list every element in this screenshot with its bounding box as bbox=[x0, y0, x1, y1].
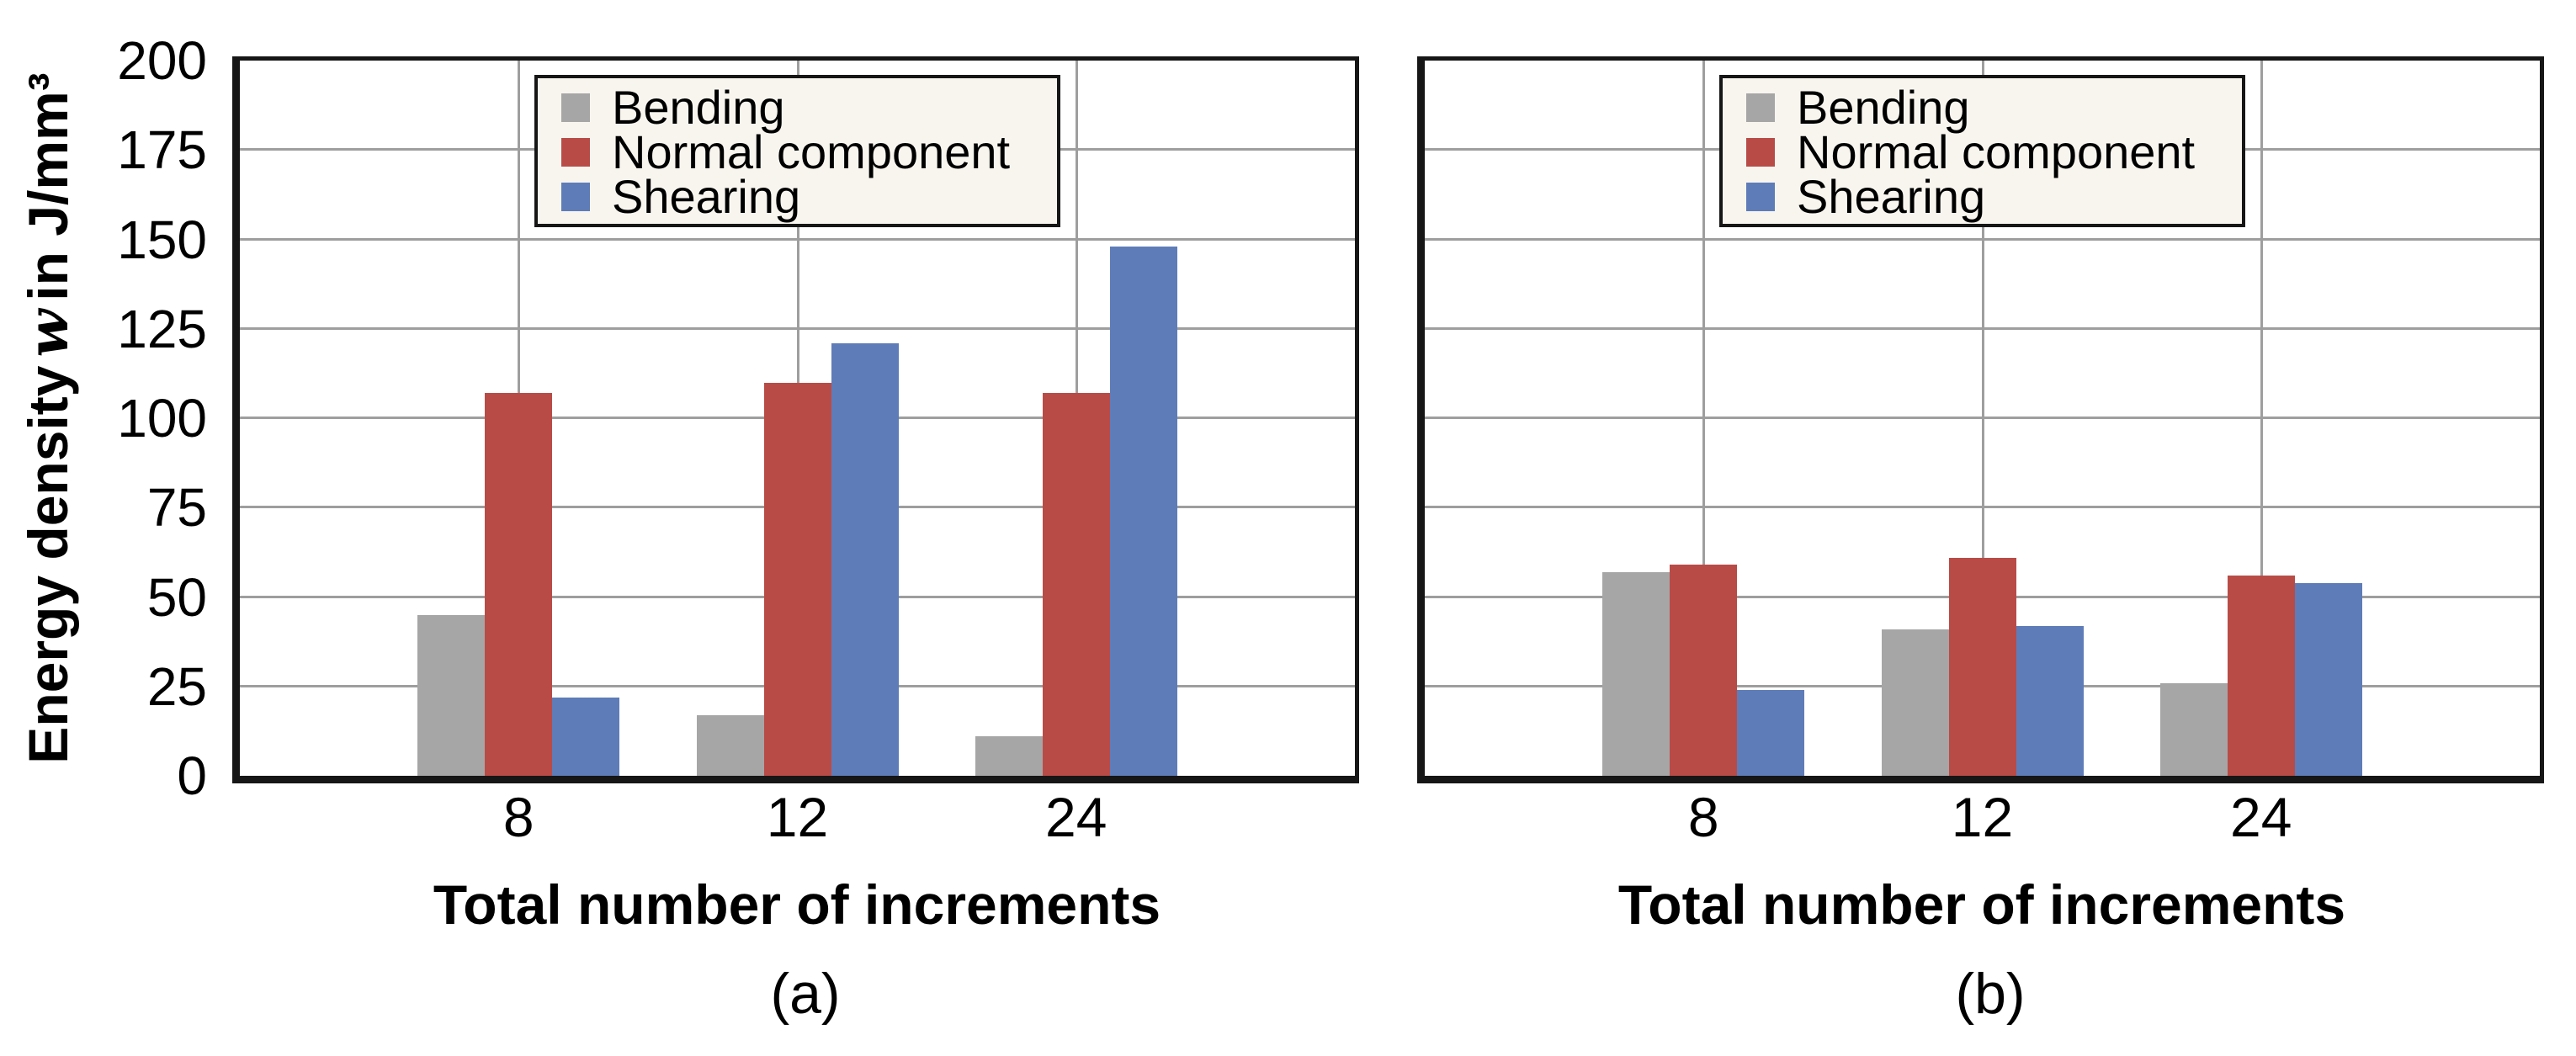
bar-normal-component-x8 bbox=[1670, 565, 1738, 776]
legend-label: Bending bbox=[612, 80, 785, 134]
x-tick-label: 8 bbox=[502, 786, 534, 848]
y-tick-label: 150 bbox=[117, 209, 207, 270]
legend-label: Shearing bbox=[1797, 169, 1986, 223]
legend-label: Normal component bbox=[1797, 125, 2196, 178]
y-tick-label: 25 bbox=[146, 655, 207, 717]
legend-item: Normal component bbox=[1746, 125, 2225, 178]
y-axis-title-suffix: in J/mm³ bbox=[17, 72, 79, 301]
plot-area-a: Bending Normal component Shearing bbox=[232, 56, 1359, 783]
legend-label: Normal component bbox=[612, 125, 1011, 178]
x-tick-label: 12 bbox=[766, 786, 829, 848]
bar-shearing-x12 bbox=[2016, 625, 2084, 776]
legend-label: Shearing bbox=[612, 169, 801, 223]
legend: Bending Normal component Shearing bbox=[534, 75, 1060, 227]
bar-shearing-x8 bbox=[1737, 690, 1805, 776]
x-tick-label: 24 bbox=[1045, 786, 1107, 848]
bar-shearing-x24 bbox=[2294, 582, 2362, 776]
y-tick-label: 175 bbox=[117, 119, 207, 181]
legend-item: Normal component bbox=[561, 125, 1040, 178]
legend-swatch-normal_component bbox=[1746, 137, 1775, 167]
y-tick-label: 200 bbox=[117, 30, 207, 91]
bar-bending-x24 bbox=[975, 736, 1043, 776]
bar-bending-x8 bbox=[417, 614, 486, 776]
y-tick-label: 0 bbox=[177, 746, 207, 806]
x-tick-label: 8 bbox=[1687, 786, 1719, 848]
x-tick-label: 24 bbox=[2230, 786, 2292, 848]
y-tick-label: 100 bbox=[117, 388, 207, 448]
bar-bending-x8 bbox=[1602, 571, 1670, 776]
x-axis-title-a: Total number of increments bbox=[433, 873, 1161, 936]
bar-normal-component-x12 bbox=[1948, 557, 2016, 776]
legend-label: Bending bbox=[1797, 80, 1970, 134]
legend-item: Bending bbox=[561, 80, 1040, 134]
bar-normal-component-x24 bbox=[1042, 393, 1110, 776]
bar-bending-x12 bbox=[1881, 629, 1949, 776]
legend-swatch-shearing bbox=[1746, 182, 1775, 211]
legend-item: Bending bbox=[1746, 80, 2225, 134]
bar-normal-component-x24 bbox=[2227, 576, 2295, 776]
bar-normal-component-x8 bbox=[485, 393, 553, 776]
chart-caption-a: (a) bbox=[770, 962, 841, 1026]
bar-shearing-x24 bbox=[1109, 247, 1177, 776]
legend: Bending Normal component Shearing bbox=[1719, 75, 2245, 227]
y-tick-label: 75 bbox=[146, 477, 207, 539]
vertical-gridline bbox=[1981, 61, 1984, 776]
y-tick-label: 125 bbox=[117, 298, 207, 359]
bar-shearing-x8 bbox=[552, 697, 620, 776]
vertical-gridline bbox=[2260, 61, 2263, 776]
y-tick-label: 50 bbox=[146, 566, 207, 628]
chart-caption-b: (b) bbox=[1955, 962, 2026, 1026]
bar-normal-component-x12 bbox=[763, 382, 831, 776]
plot-area-b: Bending Normal component Shearing bbox=[1417, 56, 2544, 783]
bar-shearing-x12 bbox=[831, 342, 899, 776]
legend-swatch-shearing bbox=[561, 182, 590, 211]
legend-swatch-bending bbox=[1746, 93, 1775, 122]
x-tick-label: 12 bbox=[1951, 786, 2014, 848]
legend-item: Shearing bbox=[1746, 169, 2225, 223]
vertical-gridline bbox=[1702, 61, 1706, 776]
legend-swatch-normal_component bbox=[561, 137, 590, 167]
legend-swatch-bending bbox=[561, 93, 590, 122]
legend-item: Shearing bbox=[561, 169, 1040, 223]
bar-bending-x12 bbox=[696, 714, 764, 776]
bar-bending-x24 bbox=[2159, 682, 2228, 776]
x-axis-title-b: Total number of increments bbox=[1617, 873, 2346, 936]
